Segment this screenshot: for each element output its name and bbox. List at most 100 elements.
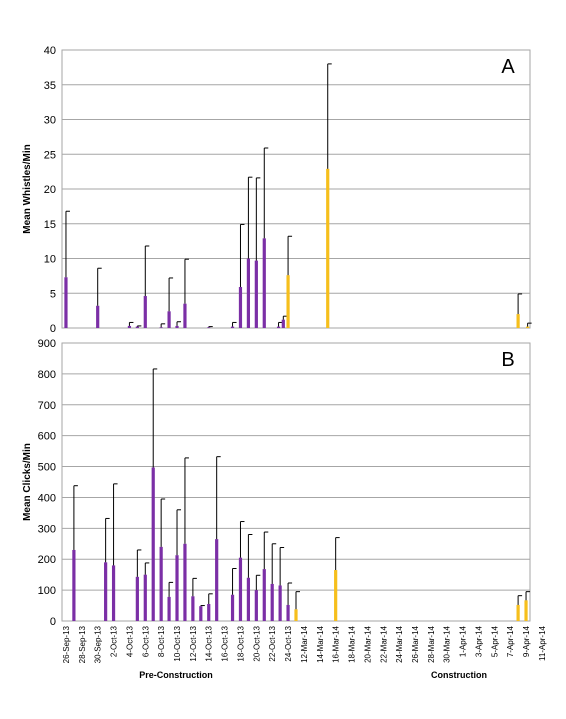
bar-pre (199, 606, 203, 621)
y-tick-label: 700 (38, 400, 56, 412)
bar-pre (191, 596, 195, 621)
bar-pre (111, 565, 116, 621)
x-tick-label: 20-Mar-14 (363, 625, 372, 662)
x-tick-label: 4-Oct-13 (125, 625, 134, 657)
bar-pre (96, 305, 100, 328)
bar-pre (175, 325, 179, 328)
phase-label-construction: Construction (431, 670, 487, 680)
x-tick-label: 30-Mar-14 (443, 625, 452, 662)
bar-construction (334, 570, 338, 621)
bar-pre (175, 555, 179, 621)
x-tick-label: 22-Oct-13 (268, 625, 277, 661)
y-tick-label: 400 (38, 492, 56, 504)
x-tick-label: 12-Oct-13 (189, 625, 198, 661)
bar-pre (262, 238, 266, 328)
y-tick-label: 15 (44, 219, 56, 231)
bar-pre (104, 562, 108, 621)
x-tick-label: 26-Mar-14 (411, 625, 420, 662)
x-tick-label: 24-Mar-14 (395, 625, 404, 662)
bar-pre (135, 326, 139, 328)
bar-construction (524, 600, 528, 621)
bar-construction (326, 168, 330, 328)
bar-pre (207, 604, 211, 621)
bar-pre (276, 326, 281, 328)
bar-pre (246, 577, 251, 621)
bar-pre (143, 574, 147, 621)
bar-pre (159, 327, 163, 328)
bar-pre (167, 311, 171, 328)
y-axis-label: Mean Whistles/Min (22, 144, 33, 233)
y-tick-label: 5 (50, 288, 56, 300)
bar-construction (294, 609, 298, 621)
y-tick-label: 600 (38, 431, 56, 443)
bar-pre (143, 296, 147, 328)
bar-pre (151, 467, 155, 621)
bar-construction (516, 314, 520, 328)
y-tick-label: 20 (44, 184, 56, 196)
y-tick-label: 500 (38, 462, 56, 474)
x-tick-label: 6-Oct-13 (141, 625, 150, 657)
bar-construction (526, 326, 530, 328)
bar-pre (254, 260, 258, 328)
x-tick-label: 2-Oct-13 (110, 625, 119, 657)
x-tick-label: 14-Oct-13 (205, 625, 214, 661)
y-tick-label: 800 (38, 369, 56, 381)
bar-pre (127, 325, 132, 328)
bar-pre (135, 576, 139, 621)
panel-label: B (501, 349, 514, 371)
y-axis-label: Mean Clicks/Min (22, 443, 33, 521)
y-tick-label: 900 (38, 338, 56, 350)
x-tick-label: 18-Mar-14 (348, 625, 357, 662)
x-tick-label: 26-Sep-13 (62, 625, 71, 663)
x-tick-label: 24-Oct-13 (284, 625, 293, 661)
bar-pre (262, 569, 266, 621)
x-tick-label: 5-Apr-14 (490, 625, 499, 657)
x-tick-label: 28-Sep-13 (78, 625, 87, 663)
y-tick-label: 25 (44, 149, 56, 161)
bar-pre (72, 549, 76, 621)
y-tick-label: 0 (50, 323, 56, 335)
x-tick-label: 14-Mar-14 (316, 625, 325, 662)
x-tick-label: 16-Oct-13 (221, 625, 230, 661)
y-tick-label: 35 (44, 80, 56, 92)
bar-pre (183, 543, 187, 621)
bar-pre (238, 286, 243, 328)
x-tick-label: 3-Apr-14 (474, 625, 483, 657)
bar-pre (207, 327, 211, 328)
x-tick-label: 9-Apr-14 (522, 625, 531, 657)
bar-construction (516, 604, 520, 621)
bar-pre (230, 594, 235, 621)
bar-pre (183, 303, 187, 328)
x-tick-label: 20-Oct-13 (252, 625, 261, 661)
x-tick-label: 7-Apr-14 (506, 625, 515, 657)
y-tick-label: 40 (44, 45, 56, 57)
bar-pre (246, 258, 251, 328)
y-tick-label: 100 (38, 585, 56, 597)
bar-pre (270, 583, 274, 621)
bar-pre (238, 557, 243, 621)
bar-pre (254, 590, 258, 621)
bar-pre (215, 539, 219, 621)
y-tick-label: 200 (38, 554, 56, 566)
bar-construction (286, 275, 290, 328)
bar-pre (167, 596, 171, 621)
x-tick-label: 18-Oct-13 (236, 625, 245, 661)
x-tick-label: 1-Apr-14 (459, 625, 468, 657)
bar-pre (64, 277, 68, 328)
x-tick-label: 22-Mar-14 (379, 625, 388, 662)
bar-pre (286, 604, 290, 621)
y-tick-label: 30 (44, 115, 56, 127)
x-tick-label: 30-Sep-13 (94, 625, 103, 663)
panel-label: A (501, 56, 515, 78)
bar-pre (278, 585, 282, 621)
plot-area (61, 342, 531, 622)
x-tick-label: 11-Apr-14 (538, 625, 547, 661)
y-tick-label: 10 (44, 254, 56, 266)
x-tick-label: 8-Oct-13 (157, 625, 166, 657)
x-tick-label: 12-Mar-14 (300, 625, 309, 662)
y-tick-label: 0 (50, 616, 56, 628)
x-tick-label: 10-Oct-13 (173, 625, 182, 661)
x-tick-label: 16-Mar-14 (332, 625, 341, 662)
phase-label-pre-construction: Pre-Construction (139, 670, 213, 680)
